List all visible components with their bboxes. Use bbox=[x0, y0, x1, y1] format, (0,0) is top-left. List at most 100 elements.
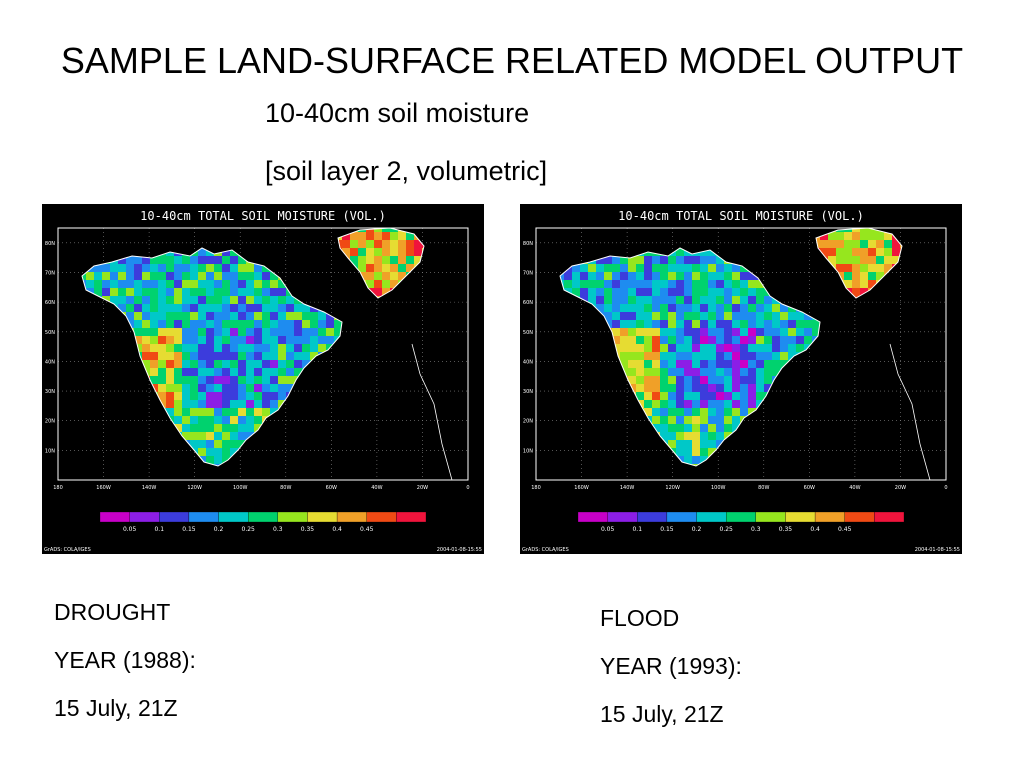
moisture-cell bbox=[780, 360, 788, 368]
moisture-cell bbox=[588, 296, 596, 304]
moisture-cell bbox=[700, 384, 708, 392]
moisture-cell bbox=[652, 320, 660, 328]
moisture-cell bbox=[198, 312, 206, 320]
moisture-cell bbox=[708, 424, 716, 432]
moisture-cell bbox=[198, 336, 206, 344]
moisture-cell bbox=[636, 336, 644, 344]
moisture-cell bbox=[780, 304, 788, 312]
moisture-cell bbox=[860, 240, 868, 248]
moisture-cell bbox=[700, 320, 708, 328]
moisture-cell bbox=[206, 296, 214, 304]
moisture-cell bbox=[756, 352, 764, 360]
moisture-cell bbox=[684, 280, 692, 288]
moisture-cell bbox=[668, 408, 676, 416]
moisture-cell bbox=[134, 280, 142, 288]
moisture-cell bbox=[150, 352, 158, 360]
moisture-cell bbox=[238, 336, 246, 344]
moisture-cell bbox=[174, 376, 182, 384]
moisture-cell bbox=[668, 416, 676, 424]
moisture-cell bbox=[142, 344, 150, 352]
moisture-cell bbox=[676, 304, 684, 312]
moisture-cell bbox=[740, 336, 748, 344]
moisture-cell bbox=[732, 384, 740, 392]
moisture-cell bbox=[708, 320, 716, 328]
moisture-cell bbox=[238, 392, 246, 400]
moisture-cell bbox=[748, 336, 756, 344]
moisture-cell bbox=[692, 376, 700, 384]
colorbar-label: 0.15 bbox=[182, 526, 196, 533]
moisture-cell bbox=[700, 360, 708, 368]
moisture-cell bbox=[286, 304, 294, 312]
moisture-cell bbox=[676, 320, 684, 328]
moisture-cell bbox=[142, 360, 150, 368]
moisture-cell bbox=[676, 336, 684, 344]
moisture-cell bbox=[612, 272, 620, 280]
colorbar-swatch bbox=[666, 511, 697, 523]
moisture-cell bbox=[652, 272, 660, 280]
moisture-cell bbox=[716, 320, 724, 328]
moisture-cell bbox=[876, 264, 884, 272]
moisture-cell bbox=[676, 248, 684, 256]
moisture-cell bbox=[628, 328, 636, 336]
moisture-cell bbox=[788, 344, 796, 352]
moisture-cell bbox=[652, 264, 660, 272]
moisture-cell bbox=[676, 432, 684, 440]
moisture-cell bbox=[764, 336, 772, 344]
moisture-cell bbox=[198, 408, 206, 416]
moisture-cell bbox=[190, 280, 198, 288]
moisture-cell bbox=[772, 336, 780, 344]
moisture-cell bbox=[142, 296, 150, 304]
moisture-cell bbox=[190, 416, 198, 424]
moisture-cell bbox=[612, 320, 620, 328]
moisture-cell bbox=[382, 288, 390, 296]
moisture-cell bbox=[716, 440, 724, 448]
colorbar-swatch bbox=[785, 511, 816, 523]
lat-tick-label: 40N bbox=[523, 359, 533, 365]
moisture-cell bbox=[676, 288, 684, 296]
moisture-cell bbox=[254, 424, 262, 432]
moisture-cell bbox=[182, 272, 190, 280]
moisture-cell bbox=[724, 320, 732, 328]
moisture-cell bbox=[198, 424, 206, 432]
moisture-cell bbox=[214, 456, 222, 464]
moisture-cell bbox=[286, 368, 294, 376]
moisture-cell bbox=[206, 288, 214, 296]
moisture-cell bbox=[844, 272, 852, 280]
moisture-cell bbox=[214, 368, 222, 376]
colorbar-label: 0.4 bbox=[332, 526, 342, 533]
moisture-cell bbox=[884, 240, 892, 248]
greenland-coastline bbox=[337, 228, 425, 299]
moisture-cell bbox=[580, 280, 588, 288]
moisture-cell bbox=[214, 432, 222, 440]
moisture-cell bbox=[382, 240, 390, 248]
moisture-cell bbox=[182, 320, 190, 328]
moisture-cell bbox=[636, 344, 644, 352]
moisture-cell bbox=[740, 368, 748, 376]
moisture-cell bbox=[724, 328, 732, 336]
moisture-cell bbox=[636, 312, 644, 320]
moisture-cell bbox=[278, 392, 286, 400]
moisture-cell bbox=[636, 376, 644, 384]
moisture-cell bbox=[230, 368, 238, 376]
moisture-cell bbox=[174, 424, 182, 432]
moisture-cell bbox=[644, 280, 652, 288]
moisture-cell bbox=[158, 312, 166, 320]
moisture-cell bbox=[676, 368, 684, 376]
lon-tick-label: 0 bbox=[466, 485, 469, 491]
moisture-cell bbox=[134, 272, 142, 280]
moisture-cell bbox=[692, 256, 700, 264]
moisture-cell bbox=[310, 344, 318, 352]
moisture-cell bbox=[844, 248, 852, 256]
moisture-cell bbox=[406, 256, 414, 264]
moisture-cell bbox=[182, 352, 190, 360]
moisture-cell bbox=[740, 344, 748, 352]
moisture-cell bbox=[206, 256, 214, 264]
moisture-cell bbox=[150, 256, 158, 264]
moisture-cell bbox=[844, 240, 852, 248]
moisture-cell bbox=[110, 272, 118, 280]
moisture-cell bbox=[198, 440, 206, 448]
moisture-cell bbox=[206, 320, 214, 328]
moisture-cell bbox=[190, 360, 198, 368]
moisture-cell bbox=[724, 312, 732, 320]
lat-tick-label: 80N bbox=[45, 241, 55, 247]
